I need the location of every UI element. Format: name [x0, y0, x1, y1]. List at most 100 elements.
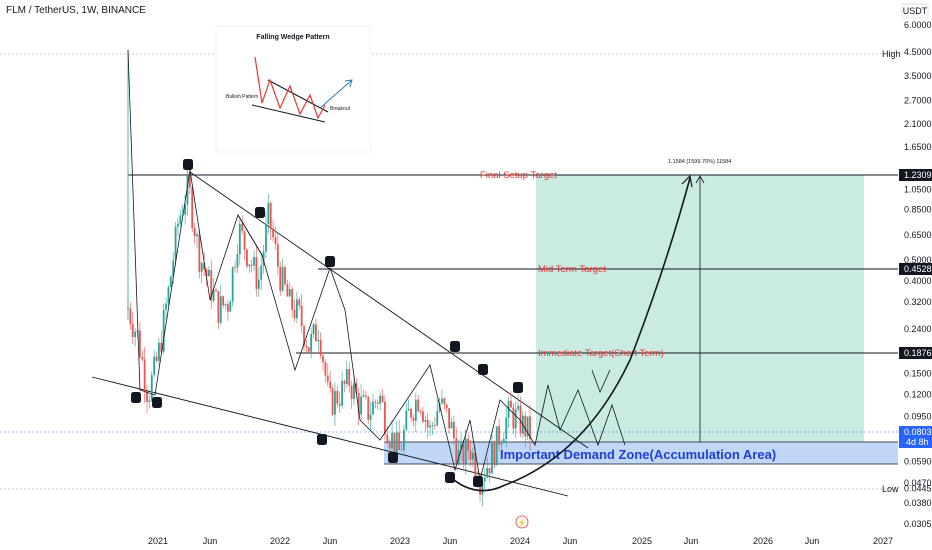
- candle-body: [272, 228, 275, 238]
- immediate-target-label: Immediate Target(Short Term): [538, 348, 664, 359]
- candle-body: [353, 383, 355, 400]
- price-axis[interactable]: 6.0000 3.5000 2.7000 2.1000 1.6500 1.0500 0.85…: [904, 20, 932, 529]
- y-tick-label: 0.6500: [904, 230, 932, 240]
- x-tick-label: 2022: [270, 536, 290, 546]
- candle-body: [269, 202, 272, 229]
- candle-body: [367, 396, 370, 420]
- candle-body: [186, 173, 189, 205]
- countdown: 4d 8h: [906, 437, 929, 447]
- candle-body: [357, 392, 360, 415]
- x-tick-label: Jun: [323, 536, 338, 546]
- final-target-tag: [899, 169, 932, 181]
- candle-body: [172, 260, 175, 277]
- x-tick-label: 2021: [148, 536, 168, 546]
- thumbs-up-icon: [388, 452, 398, 463]
- candle-body: [469, 450, 472, 460]
- candle-body: [179, 215, 182, 224]
- candle-body: [205, 269, 208, 277]
- candle-body: [362, 395, 365, 397]
- wave-path: [127, 49, 626, 481]
- candle-body: [219, 296, 222, 323]
- candle-body: [398, 432, 401, 450]
- candle-body: [250, 264, 253, 266]
- inset-left-label: Bullish Pattern: [226, 94, 258, 100]
- candle-body: [174, 226, 177, 261]
- thumbs-up-icon: [478, 364, 488, 375]
- thumbs-up-markers: [131, 159, 523, 487]
- x-tick-label: 2026: [753, 536, 773, 546]
- candle-body: [236, 254, 239, 268]
- candle-body: [162, 309, 165, 352]
- candle-body: [372, 401, 374, 415]
- candle-body: [524, 415, 527, 437]
- candle-body: [488, 468, 491, 474]
- candle-body: [424, 419, 427, 422]
- y-tick-label: 0.4000: [904, 276, 932, 286]
- candle-body: [248, 264, 251, 267]
- mid-target-value: 0.4528: [904, 264, 932, 274]
- mid-target-tag: [899, 263, 932, 275]
- candle-body: [500, 443, 503, 445]
- candle-body: [505, 417, 508, 440]
- candle-body: [417, 399, 420, 412]
- candle-body: [474, 452, 477, 478]
- final-target-label: Final Setup Target: [480, 170, 557, 181]
- candle-body: [136, 330, 139, 332]
- candle-body: [312, 324, 315, 334]
- candle-body: [498, 426, 500, 445]
- candle-body: [395, 432, 398, 455]
- currency-badge[interactable]: [901, 3, 929, 19]
- candle-body: [265, 224, 267, 252]
- candle-body: [336, 390, 339, 404]
- candle-body: [131, 323, 134, 337]
- candle-body: [331, 388, 334, 415]
- candle-body: [307, 347, 310, 352]
- candle-body: [229, 301, 232, 312]
- candle-body: [198, 234, 201, 272]
- thumbs-up-icon: [445, 472, 455, 483]
- thumbs-up-icon: [325, 256, 335, 267]
- candle-body: [293, 309, 296, 319]
- candle-body: [310, 333, 313, 352]
- candle-body: [414, 399, 417, 421]
- y-tick-label: 0.0590: [904, 457, 932, 467]
- candle-body: [212, 289, 215, 301]
- candle-body: [374, 401, 377, 403]
- y-tick-label: 0.2400: [904, 324, 932, 334]
- candle-body: [388, 443, 391, 449]
- immediate-target-tag: [899, 347, 932, 359]
- y-tick-label: 0.0470: [904, 478, 932, 488]
- candle-body: [486, 468, 489, 478]
- time-axis[interactable]: 2021 Jun 2022 Jun 2023 Jun 2024 Jun 2025 Jun 2026 J…: [148, 536, 893, 546]
- candle-body: [483, 477, 486, 482]
- breakout-curve: [447, 177, 691, 492]
- candle-body: [203, 262, 206, 270]
- candle-body: [529, 416, 531, 440]
- candlestick-series: [127, 50, 531, 507]
- y-tick-high: 4.5000: [904, 47, 932, 57]
- candle-body: [167, 286, 170, 304]
- candle-body: [238, 223, 241, 255]
- x-tick-label: 2027: [873, 536, 893, 546]
- candle-body: [165, 303, 167, 310]
- symbol-title: FLM / TetherUS, 1W, BINANCE: [6, 5, 146, 16]
- current-price-value: 0.0803: [904, 427, 932, 437]
- candle-body: [281, 267, 284, 291]
- candle-body: [177, 223, 179, 227]
- candle-body: [493, 442, 496, 466]
- x-tick-label: 2023: [390, 536, 410, 546]
- candle-body: [215, 289, 217, 292]
- candle-body: [526, 416, 529, 437]
- event-flag-icon[interactable]: [515, 515, 529, 529]
- candle-body: [348, 369, 351, 386]
- y-tick-label: 0.0380: [904, 498, 932, 508]
- candle-body: [193, 228, 196, 237]
- candle-body: [303, 326, 305, 346]
- candle-body: [403, 429, 405, 451]
- x-tick-label: Jun: [203, 536, 218, 546]
- candle-body: [148, 400, 151, 402]
- candle-body: [343, 381, 346, 384]
- candle-body: [329, 381, 332, 389]
- x-tick-label: Jun: [443, 536, 458, 546]
